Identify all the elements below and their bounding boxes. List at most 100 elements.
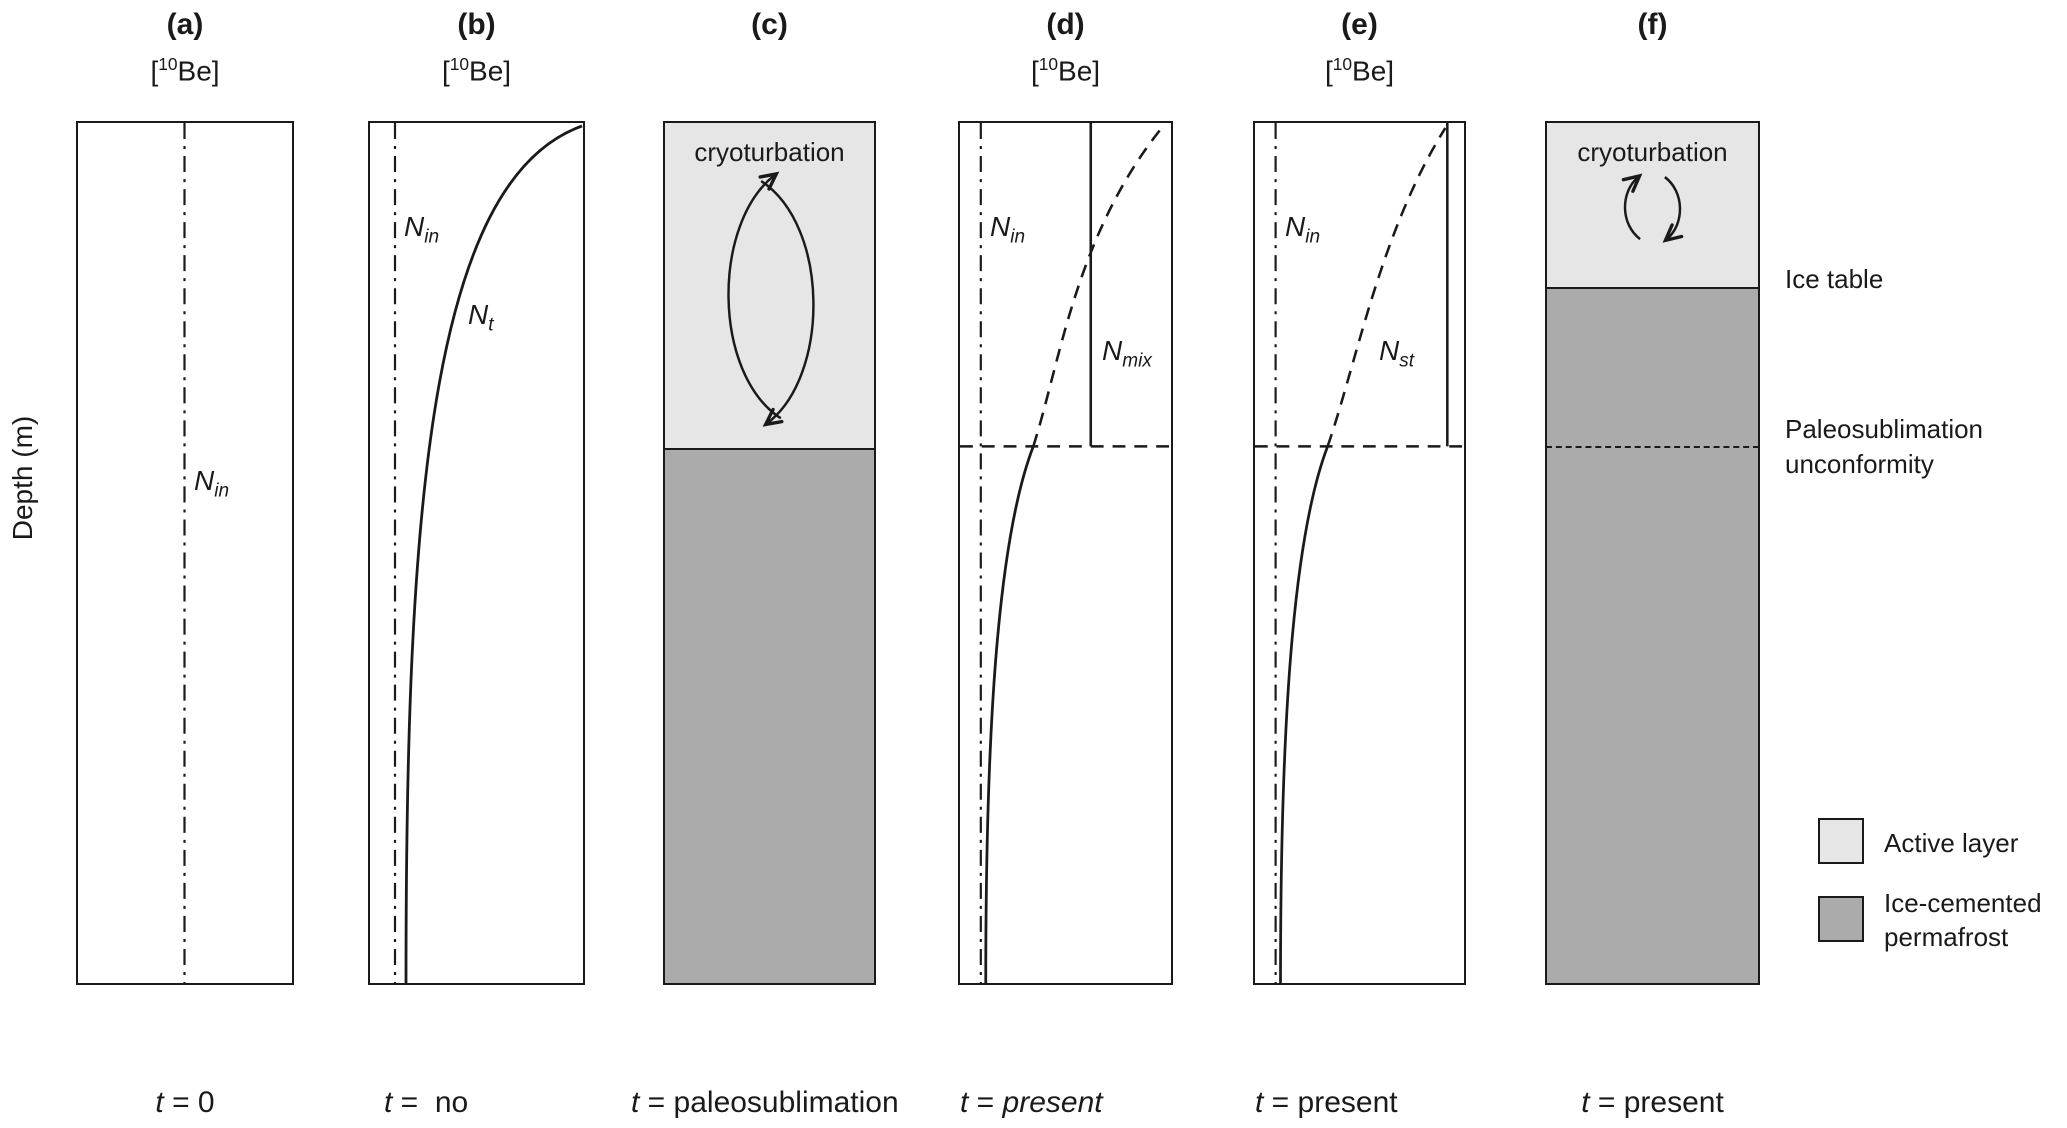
permafrost-zone	[665, 448, 874, 983]
panel-d-caption: t = present t < t (steady- state)	[960, 1008, 1220, 1128]
panel-f-caption: t = present	[1545, 1008, 1760, 1128]
be-concentration-label: [10Be]	[958, 54, 1173, 87]
caption-line: t = no	[384, 1084, 565, 1122]
n-in-base: N	[194, 465, 215, 496]
time-symbol: t	[1581, 1086, 1590, 1119]
caption-text: = no	[392, 1086, 469, 1119]
panel-e-caption: t = present steady-state	[1255, 1008, 1515, 1128]
time-symbol: t	[384, 1086, 393, 1119]
panel-b: (b) [10Be] Nin Nt t = no cryoturbation	[368, 0, 585, 1128]
active-layer-zone	[1547, 123, 1758, 287]
be-superscript: 10	[449, 54, 470, 74]
panel-e-letter: (e)	[1341, 8, 1378, 41]
panel-f: (f) cryoturbation t = present	[1545, 0, 1760, 1128]
caption-line: t = present	[1545, 1084, 1760, 1122]
time-symbol: t	[960, 1086, 969, 1119]
n-in-sub: in	[1305, 226, 1321, 248]
cryoturbation-arrow-up	[727, 171, 782, 420]
panel-e-box: Nin Nst	[1253, 121, 1466, 985]
caption-line: t = 0	[76, 1084, 294, 1122]
time-symbol: t	[631, 1086, 640, 1119]
caption-text-italic: present	[1002, 1086, 1103, 1119]
panel-c-caption: t = paleosublimation unconformity	[631, 1008, 941, 1128]
be-concentration-label: [10Be]	[76, 54, 294, 87]
n-in-label: Nin	[194, 465, 229, 503]
panel-a-box: Nin	[76, 121, 294, 985]
be-element: Be]	[469, 55, 512, 87]
ice-table-annotation: Ice table	[1785, 264, 1884, 294]
panel-b-letter: (b)	[457, 8, 496, 41]
n-in-base: N	[990, 211, 1011, 242]
panel-c-letter: (c)	[751, 8, 788, 41]
n-t-sub: t	[488, 314, 494, 336]
panel-b-box: Nin Nt	[368, 121, 585, 985]
panel-a-letter: (a)	[166, 8, 204, 41]
n-in-sub: in	[214, 480, 230, 502]
panel-d-plot	[960, 123, 1171, 983]
panel-a: (a) [10Be] Nin t = 0	[76, 0, 294, 1128]
be-concentration-label: [10Be]	[368, 54, 585, 87]
be-element: Be]	[177, 55, 220, 87]
n-mix-base: N	[1102, 335, 1123, 366]
panel-e: (e) [10Be] Nin Nst t = present steady-st…	[1253, 0, 1466, 1128]
n-t-label: Nt	[468, 299, 494, 337]
n-t-base: N	[468, 299, 489, 330]
caption-line: t = paleosublimation	[631, 1084, 941, 1122]
caption-text: =	[968, 1086, 1003, 1119]
panel-f-letter: (f)	[1637, 8, 1668, 41]
be-superscript: 10	[158, 54, 178, 74]
be-superscript: 10	[1332, 54, 1353, 74]
active-layer-legend-label: Active layer	[1884, 828, 2019, 858]
n-in-label: Nin	[404, 211, 439, 249]
panel-d: (d) [10Be] Nin Nmix t = present t < t (s…	[958, 0, 1173, 1128]
be-bracket: [	[1324, 55, 1333, 87]
caption-line: t = present	[1255, 1084, 1515, 1122]
panel-f-box: cryoturbation	[1545, 121, 1760, 985]
panel-d-box: Nin Nmix	[958, 121, 1173, 985]
cryoturbation-arrow-up	[1621, 173, 1643, 241]
be-bracket: [	[1030, 55, 1039, 87]
time-symbol: t	[155, 1086, 164, 1119]
n-in-sub: in	[1010, 226, 1026, 248]
active-layer-swatch	[1818, 818, 1864, 864]
n-mix-label: Nmix	[1102, 335, 1152, 373]
n-in-label: Nin	[990, 211, 1025, 249]
panel-c: (c) cryoturbation t = paleosublimation u…	[631, 0, 899, 1128]
annotation-line: Paleosublimation	[1785, 414, 1984, 444]
panel-a-caption: t = 0	[76, 1008, 294, 1128]
panel-a-plot	[183, 123, 186, 983]
depth-axis-label: Depth (m)	[7, 415, 38, 541]
cryoturbation-arrow-down	[1662, 176, 1684, 243]
caption-text: = present	[1589, 1086, 1724, 1119]
n-in-base: N	[404, 211, 425, 242]
cryoturbation-arrow-down	[760, 180, 815, 427]
permafrost-zone	[1547, 287, 1758, 983]
caption-text: = present	[1263, 1086, 1398, 1119]
panel-b-caption: t = no cryoturbation	[384, 1008, 565, 1128]
n-in-sub: in	[424, 226, 440, 248]
caption-text: = paleosublimation	[639, 1086, 899, 1119]
caption-line: t = present	[960, 1084, 1220, 1122]
lower-profile-curve	[1279, 445, 1329, 983]
n-st-label: Nst	[1379, 335, 1414, 373]
legend-line: Ice-cemented	[1884, 888, 2042, 918]
cryoturbation-zone-label: cryoturbation	[694, 137, 845, 167]
panel-e-plot	[1255, 123, 1464, 983]
lower-profile-curve	[984, 445, 1035, 983]
paleosublimation-unconformity-line	[1546, 446, 1759, 448]
n-st-base: N	[1379, 335, 1400, 366]
be-bracket: [	[150, 55, 159, 87]
accumulation-profile-curve	[404, 124, 583, 983]
be-concentration-label: [10Be]	[1253, 54, 1466, 87]
permafrost-legend-label: Ice-cemented permafrost	[1884, 886, 2042, 954]
time-symbol: t	[1255, 1086, 1264, 1119]
projected-profile-dashed-curve	[1326, 127, 1447, 447]
panel-c-box: cryoturbation	[663, 121, 876, 985]
panel-c-plot	[727, 171, 815, 427]
paleosublimation-annotation: Paleosublimation unconformity	[1785, 412, 1983, 482]
n-mix-sub: mix	[1122, 350, 1152, 372]
projected-profile-dashed-curve	[1032, 124, 1166, 447]
permafrost-swatch	[1818, 896, 1864, 942]
panel-f-plot	[1621, 173, 1684, 243]
panel-d-letter: (d)	[1046, 8, 1085, 41]
